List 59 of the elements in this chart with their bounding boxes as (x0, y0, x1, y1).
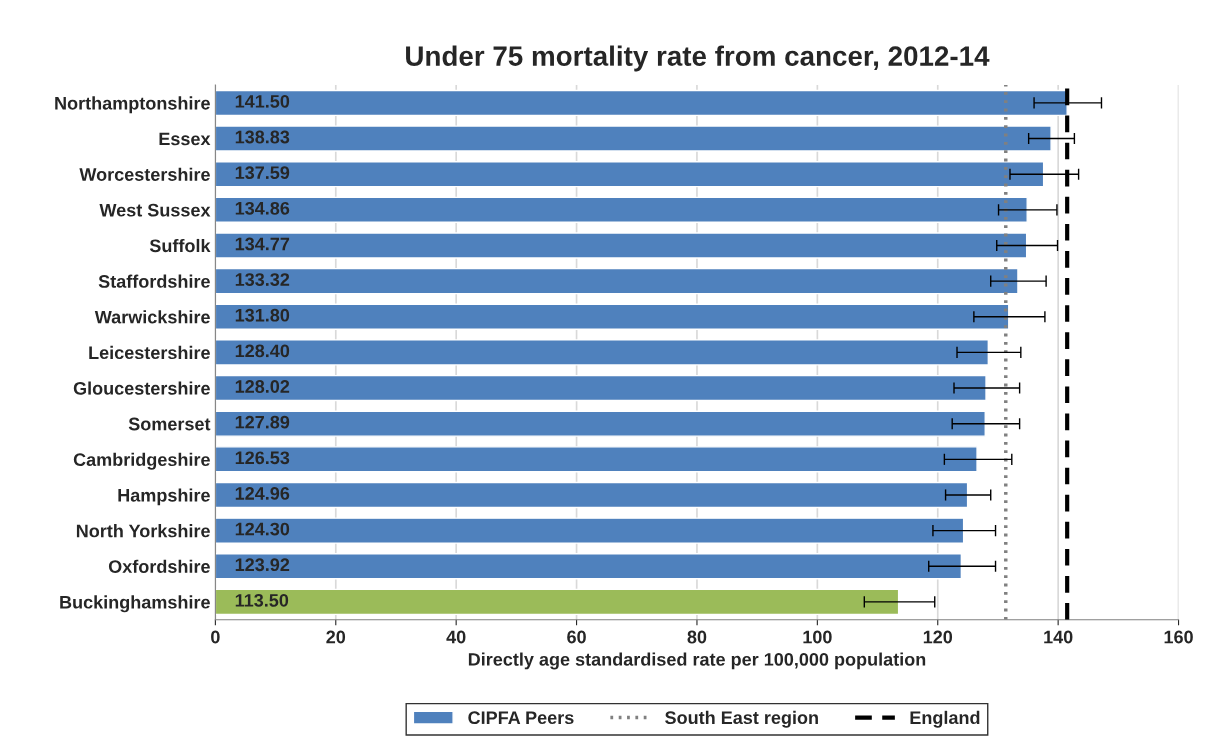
y-tick-label: West Sussex (99, 203, 211, 217)
bar (215, 125, 1052, 152)
data-label: 128.40 (235, 344, 290, 358)
y-tick-label: Buckinghamshire (60, 595, 210, 613)
bar (215, 410, 986, 437)
x-axis-title: Directly age standardised rate per 100,000 population (468, 652, 926, 670)
data-label: 124.30 (235, 522, 290, 536)
bar (215, 232, 1028, 259)
bar (215, 196, 1028, 224)
data-label: 113.50 (235, 593, 289, 607)
data-label: 126.53 (235, 451, 290, 465)
data-label: 134.86 (235, 201, 290, 215)
x-tick-label: 80 (687, 630, 707, 644)
chart-title: Under 75 mortality rate from cancer, 2012-14 (406, 45, 990, 72)
y-tick-label: Northamptonshire (55, 96, 210, 114)
data-label: 138.83 (235, 130, 290, 144)
y-tick-label: Cambridgeshire (73, 452, 210, 470)
data-label: 127.89 (235, 415, 290, 429)
data-label: 123.92 (235, 558, 290, 572)
bar (215, 446, 978, 473)
y-tick-label: Gloucestershire (73, 381, 210, 395)
legend-label: CIPFA Peers (468, 711, 574, 725)
bar (215, 267, 1019, 295)
data-label: 137.59 (235, 166, 290, 180)
x-tick-label: 120 (923, 630, 953, 644)
x-tick-label: 60 (567, 630, 586, 644)
data-label: 141.50 (235, 94, 290, 108)
data-label: 131.80 (235, 308, 290, 322)
legend-label: South East region (665, 710, 818, 728)
y-tick-label: Oxfordshire (108, 559, 210, 573)
y-tick-label: Somerset (128, 417, 211, 431)
x-tick-label: 140 (1044, 630, 1073, 644)
bar (215, 481, 969, 509)
bar (215, 303, 1010, 330)
y-tick-label: Warwickshire (94, 310, 210, 324)
x-tick-label: 160 (1164, 630, 1193, 644)
bar (215, 339, 990, 366)
x-tick-label: 0 (211, 630, 220, 644)
bar (215, 517, 965, 544)
y-tick-label: Staffordshire (98, 274, 210, 288)
bar (215, 161, 1045, 188)
data-label: 133.32 (235, 273, 290, 286)
bar (215, 553, 963, 580)
bar (215, 89, 1068, 117)
bar (215, 588, 900, 616)
data-label: 134.77 (235, 237, 290, 251)
x-tick-label: 20 (326, 630, 346, 644)
legend-label: England (910, 710, 980, 728)
data-label: 128.02 (235, 380, 290, 393)
y-tick-label: Worcestershire (79, 167, 210, 181)
y-tick-label: Hampshire (118, 488, 210, 506)
y-tick-label: Leicestershire (89, 345, 210, 360)
x-tick-label: 40 (446, 630, 466, 644)
bar (215, 374, 987, 402)
y-tick-label: Suffolk (149, 238, 211, 253)
y-tick-label: Essex (159, 132, 211, 146)
y-tick-label: North Yorkshire (76, 524, 210, 538)
x-tick-label: 100 (803, 630, 832, 644)
data-label: 124.96 (235, 487, 290, 500)
